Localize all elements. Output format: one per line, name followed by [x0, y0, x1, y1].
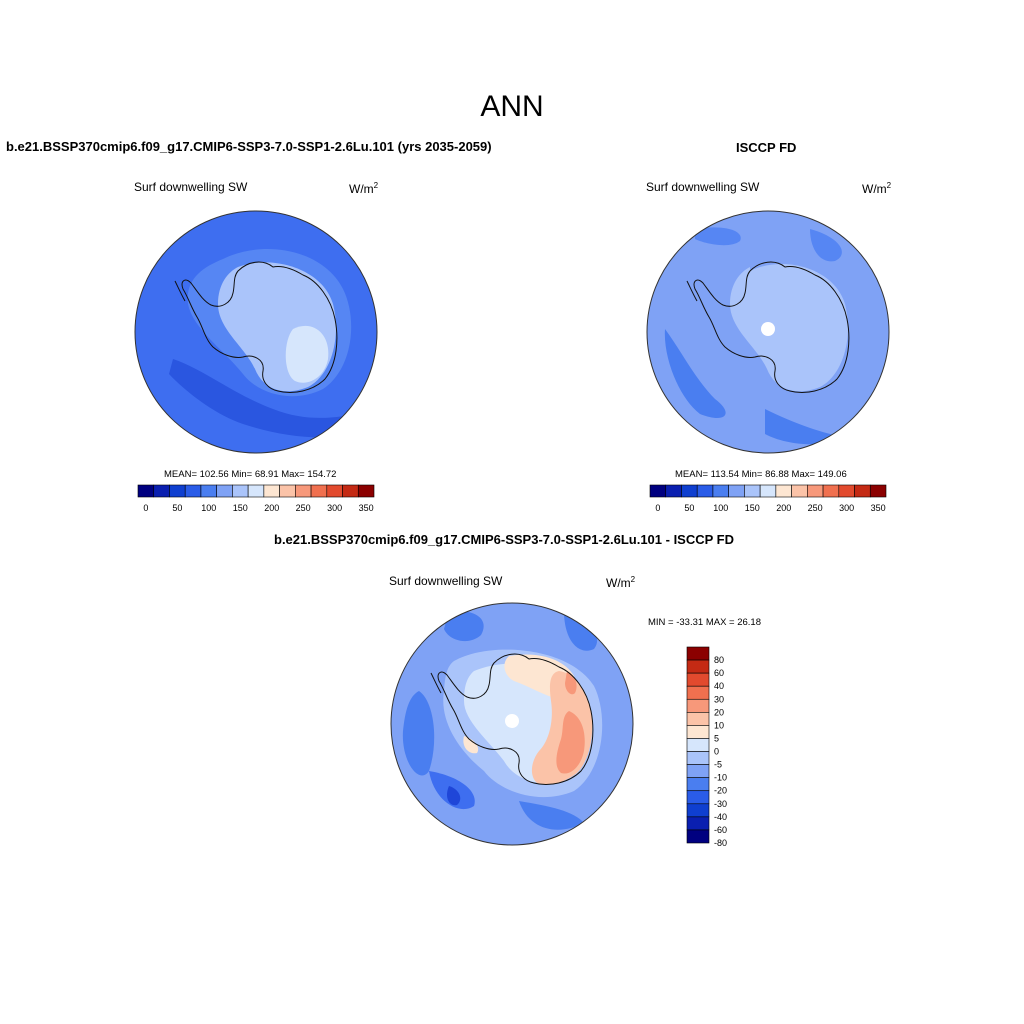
colorbar-tick-label: 0 [714, 747, 719, 757]
colorbar-box [686, 712, 710, 726]
colorbar-box [686, 777, 710, 792]
map-model [134, 210, 378, 454]
panel-title-obs: ISCCP FD [736, 140, 797, 155]
colorbar-box [137, 484, 155, 498]
colorbar-box [200, 484, 217, 498]
colorbar-box [744, 484, 761, 498]
colorbar-box [326, 484, 343, 498]
colorbar-box [310, 484, 328, 498]
colorbar-box [759, 484, 777, 498]
colorbar-tick-label: -5 [714, 760, 722, 770]
colorbar-tick-label: 50 [684, 503, 694, 513]
colorbar-tick-label: 150 [233, 503, 248, 513]
colorbar-box [279, 484, 296, 498]
colorbar-tick-label: 10 [714, 720, 724, 730]
colorbar-tick-label: 100 [713, 503, 728, 513]
colorbar-tick-label: 0 [655, 503, 660, 513]
colorbar-box [169, 484, 186, 498]
colorbar-box [686, 764, 710, 778]
colorbar-box [357, 484, 375, 498]
colorbar-tick-label: -10 [714, 773, 727, 783]
colorbar-tick-label: 350 [359, 503, 374, 513]
colorbar-box [686, 751, 710, 765]
panel-title-diff: b.e21.BSSP370cmip6.f09_g17.CMIP6-SSP3-7.… [274, 532, 735, 547]
colorbar-box [854, 484, 871, 498]
colorbar-box [686, 698, 710, 713]
colorbar-tick-label: 100 [201, 503, 216, 513]
colorbar-box [216, 484, 233, 498]
colorbar-tick-label: 200 [776, 503, 791, 513]
colorbar-box [247, 484, 265, 498]
colorbar-obs: 0 50 100 150 200 250 300 350 [649, 484, 887, 513]
colorbar-tick-label: 60 [714, 668, 724, 678]
colorbar-tick-label: 80 [714, 655, 724, 665]
colorbar-box [342, 484, 359, 498]
colorbar-tick-label: 300 [839, 503, 854, 513]
units-label-model: W/m2 [349, 181, 379, 196]
colorbar-tick-label: 5 [714, 733, 719, 743]
colorbar-tick-label: 150 [745, 503, 760, 513]
colorbar-tick-label: -80 [714, 838, 727, 846]
colorbar-tick-label: -30 [714, 799, 727, 809]
colorbar-box [712, 484, 729, 498]
stats-obs: MEAN= 113.54 Min= 86.88 Max= 149.06 [675, 469, 847, 480]
colorbar-box [686, 725, 710, 739]
colorbar-box [686, 790, 710, 805]
map-obs [646, 210, 890, 454]
colorbar-tick-label: 300 [327, 503, 342, 513]
colorbar-box [838, 484, 855, 498]
colorbar-box [686, 738, 710, 752]
colorbar-box [153, 484, 170, 498]
colorbar-box [686, 803, 710, 818]
colorbar-box [696, 484, 714, 498]
colorbar-tick-label: -60 [714, 825, 727, 835]
colorbar-box [686, 646, 710, 661]
stats-diff: MIN = -33.31 MAX = 26.18 [648, 617, 762, 628]
colorbar-tick-label: 0 [143, 503, 148, 513]
stats-model: MEAN= 102.56 Min= 68.91 Max= 154.72 [164, 469, 337, 480]
colorbar-model: 0 50 100 150 200 250 300 350 [137, 484, 375, 513]
units-label-obs: W/m2 [862, 181, 892, 196]
colorbar-box [665, 484, 682, 498]
colorbar-box [232, 484, 249, 498]
colorbar-tick-label: 350 [871, 503, 886, 513]
colorbar-box [263, 484, 280, 498]
colorbar-tick-label: 30 [714, 694, 724, 704]
colorbar-tick-label: 20 [714, 707, 724, 717]
colorbar-box [184, 484, 202, 498]
colorbar-tick-label: 200 [264, 503, 279, 513]
colorbar-box [686, 659, 710, 674]
colorbar-box [295, 484, 312, 498]
colorbar-tick-label: 250 [296, 503, 311, 513]
colorbar-box [822, 484, 840, 498]
colorbar-box [686, 685, 710, 700]
colorbar-tick-label: 40 [714, 681, 724, 691]
units-label-diff: W/m2 [606, 575, 636, 590]
colorbar-tick-label: -40 [714, 812, 727, 822]
colorbar-tick-label: -20 [714, 786, 727, 796]
colorbar-box [686, 829, 710, 844]
colorbar-tick-label: 50 [172, 503, 182, 513]
page-title: ANN [480, 90, 544, 123]
map-diff [390, 602, 634, 846]
variable-label-obs: Surf downwelling SW [646, 180, 760, 194]
colorbar-box [807, 484, 824, 498]
variable-label-model: Surf downwelling SW [134, 180, 248, 194]
variable-label-diff: Surf downwelling SW [389, 574, 503, 588]
colorbar-box [681, 484, 698, 498]
colorbar-box [869, 484, 887, 498]
colorbar-box [728, 484, 745, 498]
colorbar-box [791, 484, 808, 498]
colorbar-box [649, 484, 667, 498]
colorbar-box [686, 672, 710, 687]
panel-title-model: b.e21.BSSP370cmip6.f09_g17.CMIP6-SSP3-7.… [6, 139, 492, 154]
colorbar-box [775, 484, 792, 498]
colorbar-tick-label: 250 [808, 503, 823, 513]
colorbar-box [686, 816, 710, 831]
colorbar-diff: 80 60 40 30 20 10 5 0 -5 -10 -20 -30 -40 -60 -80 [686, 646, 727, 846]
